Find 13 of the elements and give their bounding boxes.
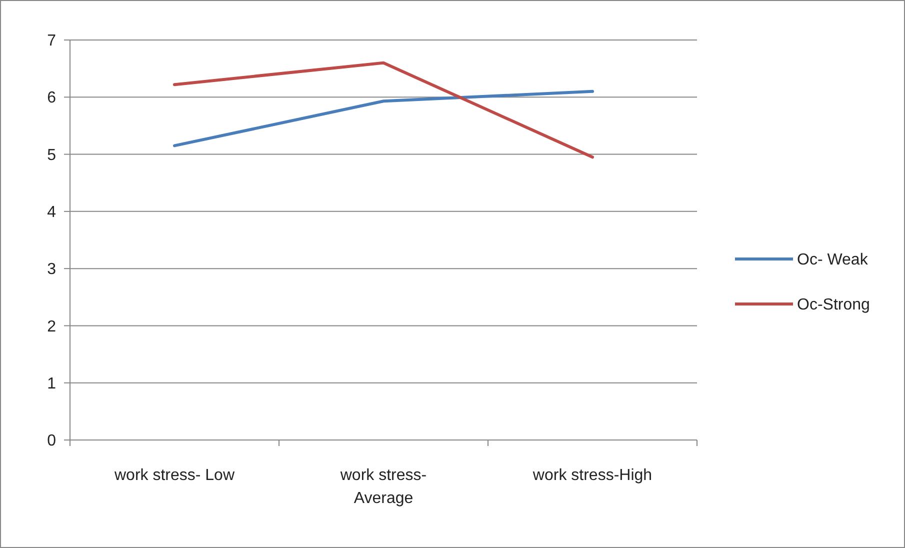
y-tick-label: 4 xyxy=(47,204,56,222)
y-tick-label: 0 xyxy=(47,432,56,450)
y-tick-label: 3 xyxy=(47,261,56,278)
legend-label: Oc-Strong xyxy=(797,296,870,314)
x-tick-label: work stress-Average xyxy=(339,467,427,507)
legend-label: Oc- Weak xyxy=(797,252,869,269)
y-tick-label: 7 xyxy=(47,32,56,50)
x-tick-label: work stress-High xyxy=(532,467,652,484)
y-tick-label: 5 xyxy=(47,146,56,164)
y-tick-label: 2 xyxy=(47,318,56,336)
y-tick-label: 1 xyxy=(47,375,56,392)
x-tick-label: work stress- Low xyxy=(113,467,235,484)
y-tick-label: 6 xyxy=(47,90,56,107)
